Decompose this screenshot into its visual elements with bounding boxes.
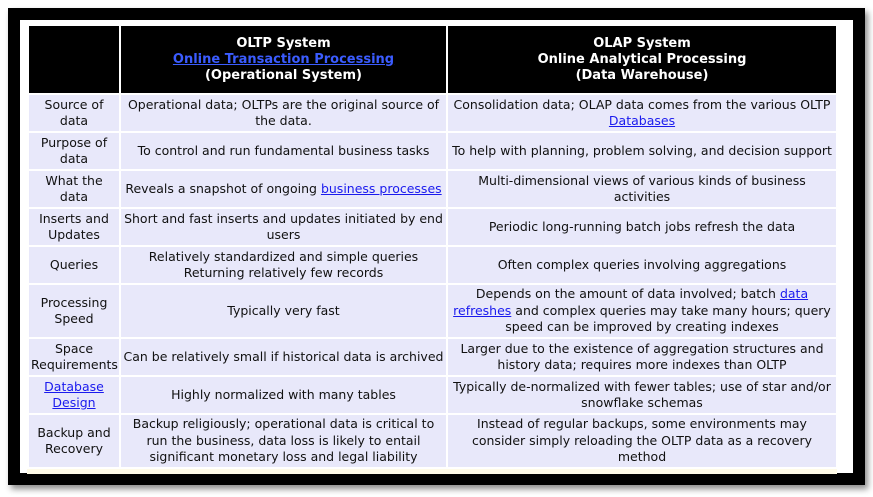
- oltp-cell: Backup religiously; operational data is …: [121, 415, 446, 467]
- table-row: Inserts and Updates Short and fast inser…: [29, 209, 836, 245]
- oltp-cell: Highly normalized with many tables: [121, 377, 446, 413]
- olap-subtitle: (Data Warehouse): [575, 67, 709, 83]
- row-label: Inserts and Updates: [29, 209, 119, 245]
- oltp-cell: Operational data; OLTPs are the original…: [121, 95, 446, 131]
- olap-cell: Periodic long-running batch jobs refresh…: [448, 209, 836, 245]
- oltp-olap-comparison-table: OLTP System Online Transaction Processin…: [27, 24, 838, 469]
- table-row: Backup and Recovery Backup religiously; …: [29, 415, 836, 467]
- olap-cell: Multi-dimensional views of various kinds…: [448, 171, 836, 207]
- olap-cell: Larger due to the existence of aggregati…: [448, 339, 836, 375]
- business-processes-link[interactable]: business processes: [320, 180, 442, 196]
- oltp-title: OLTP System: [236, 35, 331, 51]
- header-row: OLTP System Online Transaction Processin…: [29, 26, 836, 93]
- page-background-strip: [27, 467, 837, 474]
- data-refreshes-link[interactable]: data refreshes: [453, 286, 809, 318]
- row-label: What the data: [29, 171, 119, 207]
- screenshot-frame: OLTP System Online Transaction Processin…: [8, 8, 865, 485]
- olap-cell: Depends on the amount of data involved; …: [448, 285, 836, 337]
- database-design-link[interactable]: Database Design: [44, 378, 104, 411]
- oltp-cell: Can be relatively small if historical da…: [121, 339, 446, 375]
- row-label: Purpose of data: [29, 133, 119, 169]
- oltp-link[interactable]: Online Transaction Processing: [172, 51, 395, 67]
- olap-cell: Often complex queries involving aggregat…: [448, 247, 836, 283]
- olap-cell: Instead of regular backups, some environ…: [448, 415, 836, 467]
- olap-text: Consolidation data; OLAP data comes from…: [453, 96, 831, 112]
- table-row: Purpose of data To control and run funda…: [29, 133, 836, 169]
- oltp-subtitle: (Operational System): [204, 67, 362, 83]
- row-label: Source of data: [29, 95, 119, 131]
- oltp-cell: Short and fast inserts and updates initi…: [121, 209, 446, 245]
- olap-text: and complex queries may take many hours;…: [505, 302, 831, 335]
- table-row: What the data Reveals a snapshot of ongo…: [29, 171, 836, 207]
- table-row: Processing Speed Typically very fast Dep…: [29, 285, 836, 337]
- row-label: Queries: [29, 247, 119, 283]
- olap-cell: Consolidation data; OLAP data comes from…: [448, 95, 836, 131]
- header-oltp: OLTP System Online Transaction Processin…: [121, 26, 446, 93]
- oltp-cell: Relatively standardized and simple queri…: [121, 247, 446, 283]
- oltp-text: Reveals a snapshot of ongoing: [125, 180, 321, 196]
- oltp-cell: Typically very fast: [121, 285, 446, 337]
- header-empty: [29, 26, 119, 93]
- databases-link[interactable]: Databases: [608, 113, 676, 128]
- oltp-cell: To control and run fundamental business …: [121, 133, 446, 169]
- table-row: Source of data Operational data; OLTPs a…: [29, 95, 836, 131]
- row-label: Space Requirements: [29, 339, 119, 375]
- olap-line2: Online Analytical Processing: [537, 51, 747, 67]
- olap-cell: To help with planning, problem solving, …: [448, 133, 836, 169]
- olap-title: OLAP System: [593, 35, 691, 51]
- olap-text: Depends on the amount of data involved; …: [475, 286, 780, 302]
- row-label: Database Design: [29, 377, 119, 413]
- oltp-cell: Reveals a snapshot of ongoing business p…: [121, 171, 446, 207]
- row-label: Processing Speed: [29, 285, 119, 337]
- olap-cell: Typically de-normalized with fewer table…: [448, 377, 836, 413]
- row-label: Backup and Recovery: [29, 415, 119, 467]
- table-row: Queries Relatively standardized and simp…: [29, 247, 836, 283]
- table-row: Space Requirements Can be relatively sma…: [29, 339, 836, 375]
- header-olap: OLAP System Online Analytical Processing…: [448, 26, 836, 93]
- table-row: Database Design Highly normalized with m…: [29, 377, 836, 413]
